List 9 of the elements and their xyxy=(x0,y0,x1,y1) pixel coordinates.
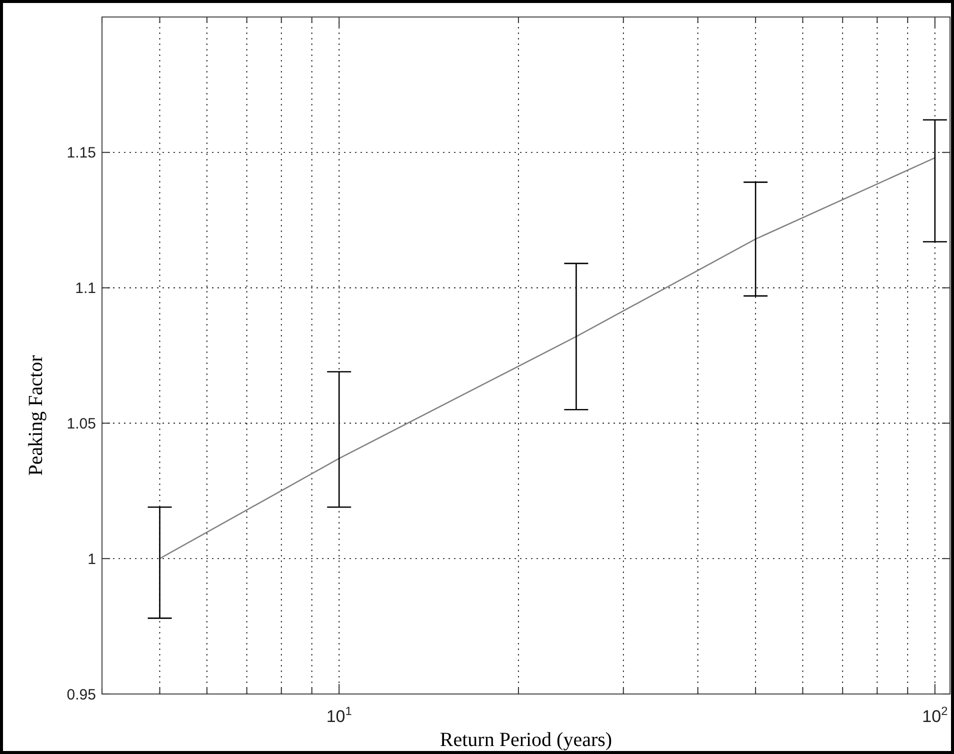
y-axis-title: Peaking Factor xyxy=(25,354,47,476)
y-tick-label: 1.1 xyxy=(75,280,96,298)
y-tick-label: 1.15 xyxy=(66,144,96,162)
y-tick-label: 0.95 xyxy=(66,686,96,704)
y-tick-label: 1 xyxy=(88,550,96,568)
x-axis-title: Return Period (years) xyxy=(440,729,612,751)
x-tick-label: 10$^{1}$ xyxy=(326,704,352,726)
x-tick-label: 10$^{2}$ xyxy=(922,704,948,726)
y-tick-label: 1.05 xyxy=(66,415,96,432)
